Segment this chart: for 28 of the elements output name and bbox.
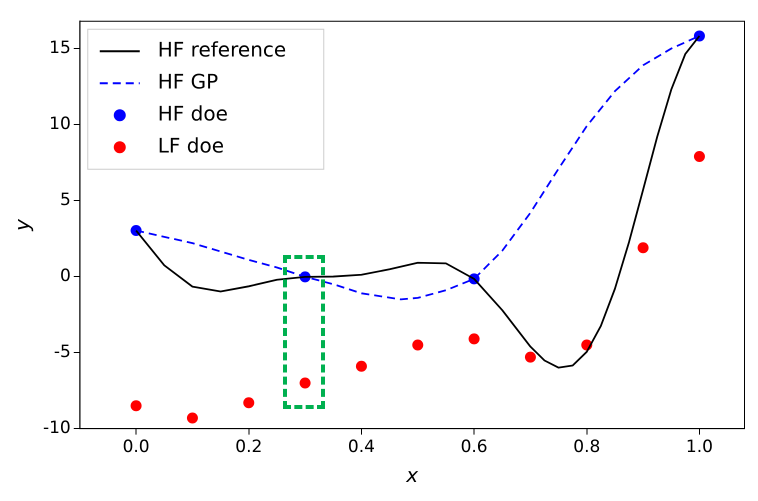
y-tick-label: -5 bbox=[54, 342, 71, 362]
point bbox=[130, 400, 142, 412]
legend-label: HF doe bbox=[158, 101, 228, 126]
x-axis-title: x bbox=[405, 463, 418, 488]
y-tick-label: -10 bbox=[42, 418, 71, 438]
point bbox=[186, 412, 198, 424]
y-tick-label: 0 bbox=[60, 266, 71, 286]
legend-label: LF doe bbox=[158, 133, 224, 158]
y-tick-label: 10 bbox=[49, 114, 71, 134]
y-tick-label: 5 bbox=[60, 190, 71, 210]
point bbox=[243, 397, 254, 408]
point bbox=[694, 150, 705, 162]
point bbox=[524, 352, 536, 363]
legend-label: HF reference bbox=[158, 37, 286, 62]
x-tick-label: 0.2 bbox=[235, 437, 262, 458]
point bbox=[412, 339, 424, 350]
x-tick-label: 1.0 bbox=[686, 437, 713, 458]
x-tick-label: 0.0 bbox=[122, 437, 150, 458]
legend-label: HF GP bbox=[158, 69, 218, 94]
x-tick-label: 0.8 bbox=[573, 437, 600, 458]
point bbox=[300, 377, 311, 388]
point bbox=[638, 242, 649, 254]
point bbox=[468, 333, 480, 344]
y-axis-title: y bbox=[10, 218, 34, 232]
x-tick-label: 0.4 bbox=[348, 437, 375, 458]
x-tick-label: 0.6 bbox=[460, 437, 488, 458]
y-tick-label: 15 bbox=[49, 38, 71, 58]
point bbox=[356, 360, 367, 372]
